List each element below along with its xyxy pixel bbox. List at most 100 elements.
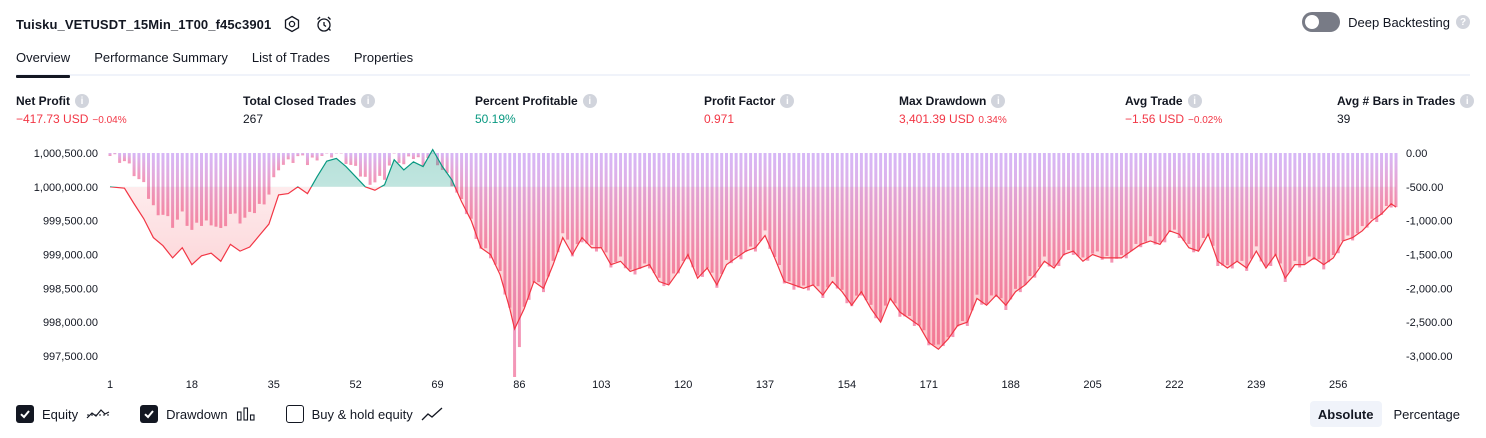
drawdown-bar <box>440 153 444 170</box>
metric-label: Percent Profitable <box>475 94 578 108</box>
info-icon[interactable]: i <box>991 94 1006 108</box>
tab-performance-summary[interactable]: Performance Summary <box>94 50 228 65</box>
metric-percent: −0.04% <box>92 115 127 126</box>
drawdown-bar <box>108 153 112 156</box>
x-tick-label: 137 <box>756 379 774 391</box>
info-icon[interactable]: i <box>75 94 89 108</box>
metric-percent: −0.02% <box>1188 115 1223 126</box>
drawdown-bar <box>137 153 141 180</box>
drawdown-bar <box>1370 153 1374 219</box>
tab-properties[interactable]: Properties <box>353 50 414 65</box>
tab-list-of-trades[interactable]: List of Trades <box>251 50 330 65</box>
drawdown-bar <box>291 153 295 163</box>
equity-loss-area <box>110 186 1396 350</box>
metrics-row: Net Profit i −417.73 USD −0.04% Total Clos… <box>16 94 1475 130</box>
checkbox-unchecked-icon <box>285 405 304 423</box>
metric-max-drawdown: Max Drawdown i 3,401.39 USD 0.34% <box>899 94 1007 126</box>
y-left-tick-label: 997,500.00 <box>43 351 98 363</box>
drawdown-bar <box>281 153 285 165</box>
drawdown-bar <box>127 153 131 164</box>
info-icon[interactable]: i <box>780 94 795 108</box>
drawdown-bar <box>156 153 160 216</box>
absolute-button[interactable]: Absolute <box>1309 401 1382 427</box>
info-icon[interactable]: i <box>361 94 376 108</box>
x-tick-label: 86 <box>513 379 525 391</box>
equity-chart-svg: 1,000,500.00 1,000,000.00 999,500.00 999,00… <box>34 148 1453 391</box>
drawdown-bar <box>1380 153 1384 215</box>
drawdown-bar <box>228 153 232 214</box>
drawdown-bar <box>248 153 252 212</box>
x-tick-label: 154 <box>838 379 856 391</box>
x-tick-label: 205 <box>1083 379 1101 391</box>
equity-checkbox[interactable]: Equity <box>16 405 110 423</box>
drawdown-bar <box>339 153 343 154</box>
metric-label: Avg # Bars in Trades <box>1337 94 1456 108</box>
info-icon[interactable]: i <box>1187 94 1202 108</box>
y-left-tick-label: 1,000,000.00 <box>34 182 98 194</box>
drawdown-bar <box>310 153 314 158</box>
y-right-tick-label: 0.00 <box>1406 148 1427 160</box>
x-tick-label: 120 <box>674 379 692 391</box>
x-tick-label: 256 <box>1329 379 1347 391</box>
drawdown-bar <box>286 153 290 160</box>
y-right-tick-label: -2,000.00 <box>1406 283 1452 295</box>
drawdown-bar <box>421 153 425 166</box>
drawdown-checkbox[interactable]: Drawdown <box>140 405 255 423</box>
x-tick-label: 222 <box>1165 379 1183 391</box>
x-tick-label: 35 <box>268 379 280 391</box>
drawdown-bar <box>373 153 377 183</box>
metric-value: 50.19% <box>475 112 516 126</box>
drawdown-bar <box>358 153 362 177</box>
metric-percent: 0.34% <box>978 115 1007 126</box>
strategy-title: Tuisku_VETUSDT_15Min_1T00_f45c3901 <box>16 16 272 32</box>
y-left-tick-label: 998,500.00 <box>43 283 98 295</box>
help-icon[interactable]: ? <box>1456 15 1470 29</box>
checkbox-checked-icon <box>140 405 159 423</box>
drawdown-bar <box>450 153 454 187</box>
info-icon[interactable]: i <box>582 94 597 108</box>
percentage-button[interactable]: Percentage <box>1393 406 1461 422</box>
metric-value: 0.971 <box>704 112 735 126</box>
report-tabs: Overview Performance Summary List of Tra… <box>16 46 1470 78</box>
drawdown-bar <box>113 153 117 155</box>
x-tick-label: 103 <box>592 379 610 391</box>
drawdown-bar <box>334 153 338 154</box>
drawdown-bar <box>460 153 464 200</box>
y-left-tick-label: 1,000,500.00 <box>34 148 98 160</box>
drawdown-bar <box>320 153 324 156</box>
metric-value: −417.73 USD <box>16 112 89 126</box>
drawdown-bar <box>252 153 256 214</box>
metric-value: 267 <box>243 112 264 126</box>
metric-percent-profitable: Percent Profitable i 50.19% <box>475 94 597 126</box>
y-right-tick-label: -500.00 <box>1406 182 1443 194</box>
x-tick-label: 171 <box>920 379 938 391</box>
tab-overview[interactable]: Overview <box>16 46 71 78</box>
drawdown-bar <box>383 153 387 180</box>
y-left-tick-label: 998,000.00 <box>43 317 98 329</box>
metric-label: Avg Trade <box>1125 94 1183 108</box>
alarm-clock-icon[interactable] <box>313 13 335 35</box>
metric-net-profit: Net Profit i −417.73 USD −0.04% <box>16 94 127 126</box>
buy-hold-label: Buy & hold equity <box>311 406 413 422</box>
drawdown-bar <box>1394 153 1398 208</box>
drawdown-bar <box>354 153 358 166</box>
metric-avg-trade: Avg Trade i −1.56 USD −0.02% <box>1125 94 1222 126</box>
drawdown-bar <box>180 153 184 212</box>
metric-label: Profit Factor <box>704 94 776 108</box>
equity-chart[interactable]: 1,000,500.00 1,000,000.00 999,500.00 999,00… <box>0 140 1486 395</box>
drawdown-bar <box>166 153 170 217</box>
toggle-knob <box>1305 15 1320 29</box>
drawdown-bar <box>296 153 300 157</box>
drawdown-bar <box>132 153 136 177</box>
chart-mode-switch: Absolute Percentage <box>1306 401 1468 427</box>
drawdown-bar <box>349 153 353 165</box>
drawdown-bar <box>464 153 468 215</box>
gear-icon[interactable] <box>281 13 303 35</box>
buy-hold-checkbox[interactable]: Buy & hold equity <box>285 405 443 423</box>
deep-backtesting-toggle[interactable] <box>1302 12 1341 32</box>
metric-label: Max Drawdown <box>899 94 987 108</box>
equity-line-icon <box>86 406 110 422</box>
equity-line-gain <box>109 148 456 187</box>
drawdown-bars-icon <box>236 406 256 422</box>
info-icon[interactable]: i <box>1460 94 1475 108</box>
